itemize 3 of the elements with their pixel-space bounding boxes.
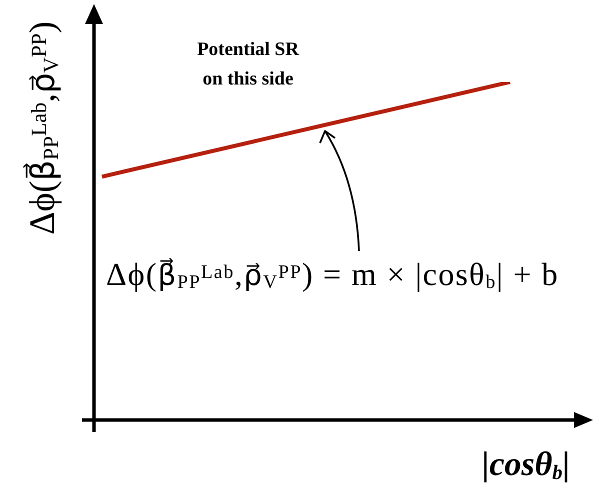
text: Δϕ(β⃗$_{PP}$$^{Lab}$,ρ⃗$_{V}$$^{PP}$) = m × |cosθ$_{b}$| + b — [106, 256, 559, 294]
annotation: Potential SR on this side — [197, 39, 300, 90]
x-axis-title: |cosθ$_{b}$| — [482, 446, 570, 484]
